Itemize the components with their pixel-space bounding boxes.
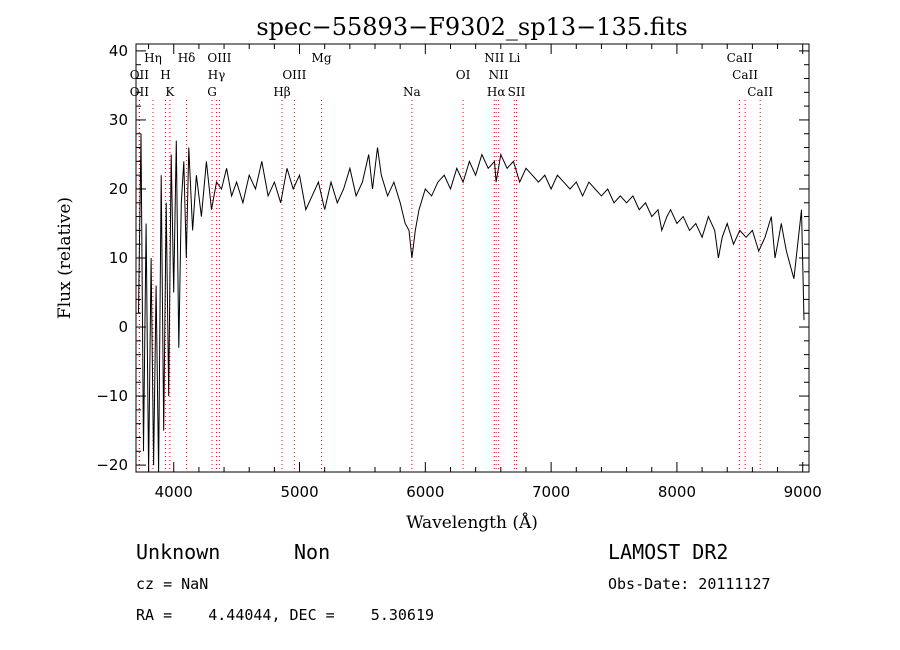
spectrum-line (138, 133, 805, 473)
line-label: CaII (732, 68, 758, 82)
x-axis-label: Wavelength (Å) (406, 512, 538, 533)
redshift-cz: cz = NaN (136, 575, 209, 593)
y-tick-label: −10 (96, 387, 128, 405)
line-label: OI (456, 68, 471, 82)
y-axis-label: Flux (relative) (55, 197, 75, 319)
line-label: K (165, 85, 175, 99)
y-tick-label: −20 (96, 456, 128, 474)
y-tick-label: 40 (109, 42, 128, 60)
line-label: OIII (282, 68, 306, 82)
coordinates: RA = 4.44044, DEC = 5.30619 (136, 606, 435, 624)
line-label: G (207, 85, 217, 99)
line-label: OII (130, 68, 150, 82)
line-label: SII (508, 85, 526, 99)
plot-frame (135, 43, 810, 473)
chart-title: spec−55893−F9302_sp13−135.fits (256, 13, 687, 41)
y-tick-label: 0 (118, 318, 128, 336)
x-tick-label: 5000 (280, 483, 318, 501)
line-label: Li (508, 51, 520, 65)
x-tick-label: 9000 (784, 483, 822, 501)
line-label: CaII (727, 51, 753, 65)
y-tick-label: 30 (109, 111, 128, 129)
line-label: Hη (144, 51, 162, 65)
x-tick-label: 4000 (155, 483, 193, 501)
observation-date: Obs-Date: 20111127 (608, 575, 771, 593)
line-label: H (160, 68, 170, 82)
x-axis-ticks: 4000 5000 6000 7000 8000 9000 (148, 44, 822, 501)
x-tick-label: 6000 (406, 483, 444, 501)
y-tick-label: 20 (109, 180, 128, 198)
y-axis-ticks: −20 −10 0 10 20 30 40 (96, 42, 809, 474)
line-label: Hγ (208, 68, 226, 82)
line-label: OIII (207, 51, 231, 65)
x-tick-label: 7000 (532, 483, 570, 501)
line-label: NII (484, 51, 504, 65)
line-label: NII (489, 68, 509, 82)
line-label: Hδ (178, 51, 196, 65)
line-label: Hβ (273, 85, 290, 99)
x-tick-label: 8000 (658, 483, 696, 501)
line-label: Hα (487, 85, 506, 99)
line-label: CaII (747, 85, 773, 99)
object-class: Unknown (136, 540, 221, 564)
object-subclass: Non (294, 540, 331, 564)
line-label: Na (403, 85, 421, 99)
line-label: Mg (312, 51, 332, 65)
y-tick-label: 10 (109, 249, 128, 267)
survey-name: LAMOST DR2 (608, 540, 729, 564)
spectrum-series (138, 133, 805, 473)
